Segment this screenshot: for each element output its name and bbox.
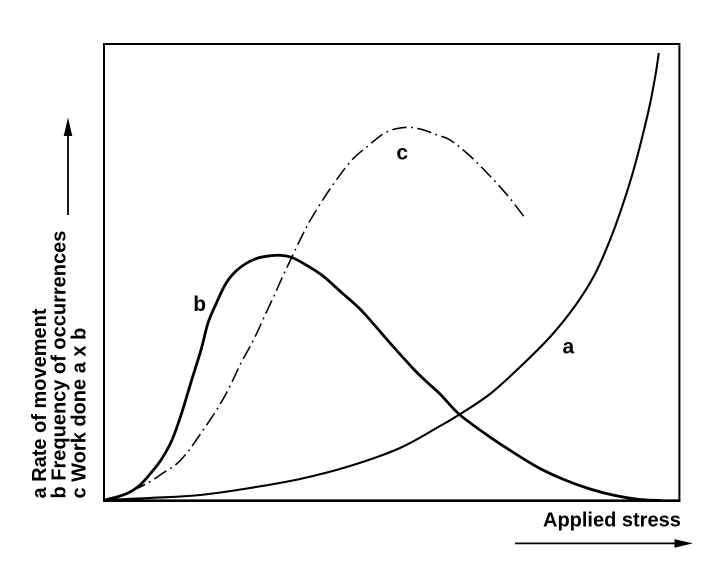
svg-text:c: c — [396, 141, 408, 164]
svg-text:c Work done a x b: c Work done a x b — [69, 328, 91, 499]
svg-text:a: a — [563, 336, 575, 359]
svg-text:a Rate of movement: a Rate of movement — [29, 308, 51, 498]
svg-text:b: b — [193, 293, 206, 316]
svg-text:Applied stress: Applied stress — [543, 510, 681, 532]
svg-text:b Frequency of occurrences: b Frequency of occurrences — [48, 231, 70, 499]
